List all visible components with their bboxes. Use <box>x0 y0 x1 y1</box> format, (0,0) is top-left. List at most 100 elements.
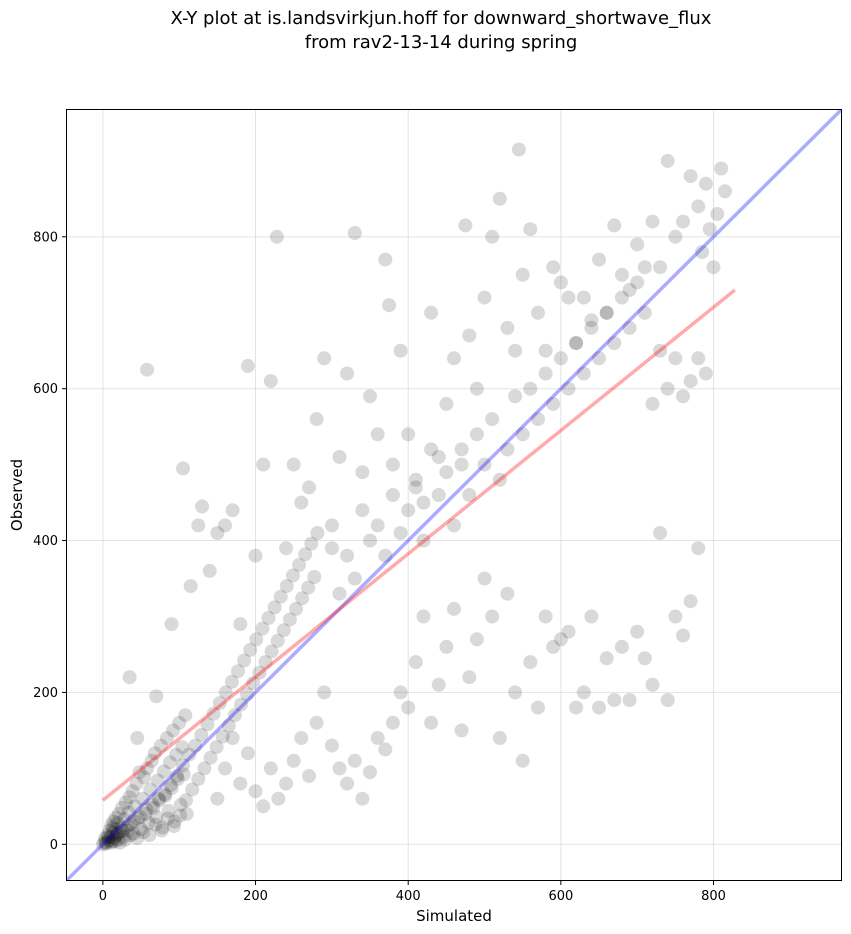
data-point <box>225 503 240 518</box>
data-point <box>127 799 142 814</box>
data-point <box>248 548 263 563</box>
data-point <box>240 687 255 701</box>
data-point <box>144 753 159 768</box>
data-point <box>271 791 286 806</box>
data-point <box>691 351 706 366</box>
data-point <box>108 810 123 825</box>
data-point <box>340 366 355 381</box>
data-point <box>668 229 683 244</box>
data-point <box>122 790 137 805</box>
data-point <box>584 320 599 335</box>
data-point <box>408 480 423 495</box>
data-point <box>614 290 629 305</box>
data-point <box>370 518 385 533</box>
y-tick-label: 800 <box>33 230 58 245</box>
data-point <box>134 822 148 837</box>
data-point <box>269 229 284 244</box>
data-point <box>469 427 484 442</box>
data-point <box>454 457 469 472</box>
data-point <box>302 769 316 783</box>
data-point <box>279 776 294 791</box>
data-point <box>599 305 614 320</box>
data-point <box>653 526 668 540</box>
data-point <box>431 488 446 502</box>
data-point <box>102 823 117 838</box>
data-point <box>197 761 212 776</box>
data-point <box>462 670 477 685</box>
data-point <box>115 823 130 838</box>
data-point <box>233 776 248 791</box>
data-point <box>126 826 141 841</box>
data-point <box>424 715 439 730</box>
data-point <box>439 465 454 480</box>
data-point <box>175 740 190 755</box>
data-point <box>129 776 144 791</box>
data-point <box>173 797 188 812</box>
data-point <box>561 624 576 639</box>
data-point <box>286 457 301 472</box>
data-point <box>592 351 606 366</box>
data-point <box>569 700 584 715</box>
data-point <box>401 503 416 518</box>
data-point <box>485 412 500 427</box>
data-point <box>347 226 362 240</box>
data-point <box>500 442 515 457</box>
x-tick-label: 0 <box>99 889 107 904</box>
data-point <box>676 214 690 229</box>
data-point <box>157 787 172 802</box>
data-point <box>294 731 309 745</box>
data-point <box>698 176 713 191</box>
data-point <box>164 617 179 632</box>
data-point <box>285 568 300 583</box>
data-point <box>485 609 500 624</box>
data-point <box>105 820 120 835</box>
data-point <box>304 536 319 551</box>
data-point <box>248 784 263 799</box>
data-point <box>531 412 545 427</box>
data-point <box>469 381 484 396</box>
data-point <box>538 609 553 624</box>
data-point <box>166 819 181 834</box>
data-point <box>279 579 294 594</box>
data-point <box>246 676 261 691</box>
data-point <box>385 715 400 730</box>
data-point <box>252 665 267 680</box>
data-point <box>584 313 599 328</box>
x-ticks: 0 200 400 600 800 <box>99 880 726 904</box>
data-point <box>164 781 179 796</box>
data-point <box>163 755 177 770</box>
data-point <box>155 820 170 835</box>
data-point <box>110 826 125 841</box>
data-point <box>515 267 530 282</box>
data-point <box>102 833 116 848</box>
data-point <box>607 693 622 707</box>
data-point <box>500 320 515 335</box>
data-point <box>592 700 606 715</box>
data-point <box>117 812 132 827</box>
data-point <box>614 267 629 282</box>
data-point <box>209 740 224 755</box>
data-point <box>176 461 190 476</box>
data-point <box>255 621 270 636</box>
data-point <box>645 396 660 411</box>
data-point <box>279 541 294 556</box>
data-point <box>263 374 278 389</box>
data-point <box>695 245 710 259</box>
data-point <box>561 381 576 396</box>
data-point <box>107 831 122 846</box>
data-point <box>130 831 145 846</box>
data-point <box>324 738 339 753</box>
data-point <box>161 803 176 818</box>
data-point <box>194 728 209 742</box>
data-point <box>182 747 197 762</box>
data-point <box>121 805 136 820</box>
data-point <box>622 283 637 297</box>
data-point <box>160 731 174 745</box>
data-point <box>264 644 279 659</box>
data-point <box>454 442 469 457</box>
data-point <box>447 601 461 616</box>
data-point <box>607 336 622 351</box>
data-point <box>698 366 713 381</box>
data-point <box>599 651 614 666</box>
data-point <box>370 731 385 745</box>
